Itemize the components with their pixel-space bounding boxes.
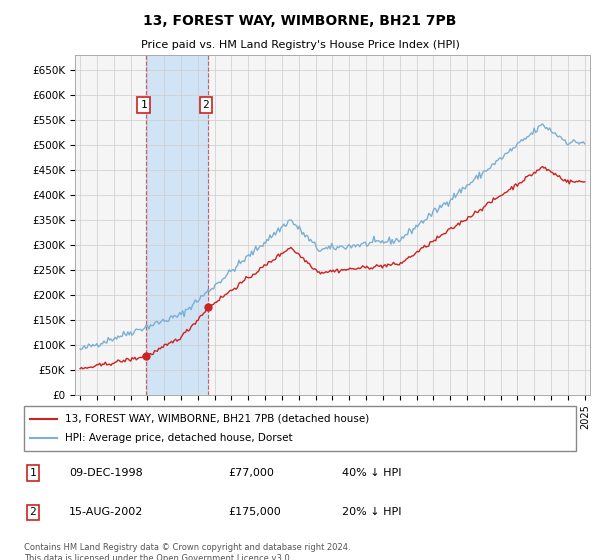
Text: 15-AUG-2002: 15-AUG-2002 <box>69 507 143 517</box>
Text: 40% ↓ HPI: 40% ↓ HPI <box>342 468 401 478</box>
Text: 13, FOREST WAY, WIMBORNE, BH21 7PB: 13, FOREST WAY, WIMBORNE, BH21 7PB <box>143 14 457 28</box>
FancyBboxPatch shape <box>24 406 576 451</box>
Bar <box>146 55 208 395</box>
Text: 09-DEC-1998: 09-DEC-1998 <box>69 468 143 478</box>
Text: 13, FOREST WAY, WIMBORNE, BH21 7PB (detached house): 13, FOREST WAY, WIMBORNE, BH21 7PB (deta… <box>65 413 370 423</box>
Text: HPI: Average price, detached house, Dorset: HPI: Average price, detached house, Dors… <box>65 433 293 444</box>
Text: Contains HM Land Registry data © Crown copyright and database right 2024.
This d: Contains HM Land Registry data © Crown c… <box>24 543 350 560</box>
Text: Price paid vs. HM Land Registry's House Price Index (HPI): Price paid vs. HM Land Registry's House … <box>140 40 460 50</box>
Text: 20% ↓ HPI: 20% ↓ HPI <box>342 507 401 517</box>
Text: 1: 1 <box>29 468 37 478</box>
Text: 2: 2 <box>29 507 37 517</box>
Text: £77,000: £77,000 <box>228 468 274 478</box>
Text: 1: 1 <box>140 100 147 110</box>
Text: 2: 2 <box>202 100 209 110</box>
Text: £175,000: £175,000 <box>228 507 281 517</box>
